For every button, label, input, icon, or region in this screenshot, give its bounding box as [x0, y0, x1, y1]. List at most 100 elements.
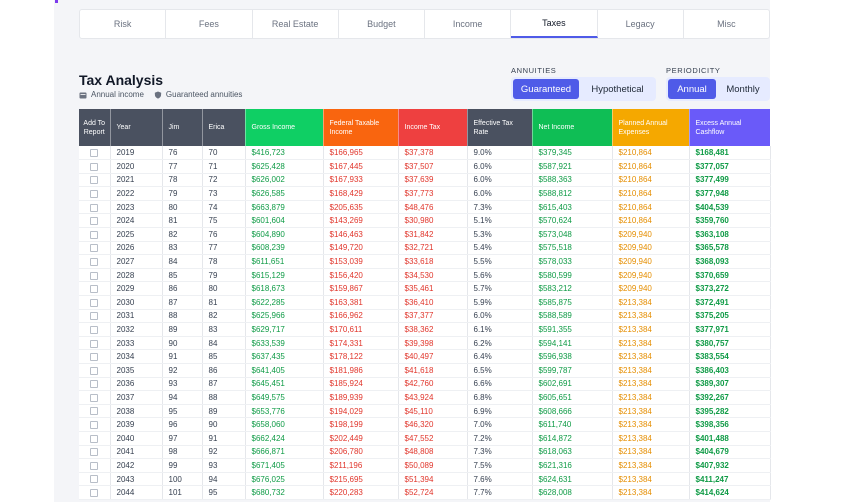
gross-income-cell: $604,890 [245, 227, 324, 242]
net-income-cell: $588,363 [532, 173, 613, 188]
year-cell: 2040 [110, 431, 163, 446]
page-title: Tax Analysis [79, 72, 164, 88]
planned-expenses-cell: $209,940 [612, 227, 690, 242]
income-tax-cell: $30,980 [398, 213, 468, 229]
effective-rate-cell: 5.4% [467, 241, 533, 256]
add-to-report-checkbox[interactable] [90, 366, 99, 375]
add-to-report-checkbox[interactable] [90, 489, 99, 498]
effective-rate-cell: 6.1% [467, 322, 533, 337]
income-tax-cell: $37,507 [398, 159, 468, 174]
jim-age-cell: 80 [162, 200, 203, 215]
add-to-report-cell [79, 458, 111, 473]
add-to-report-checkbox[interactable] [90, 339, 99, 348]
year-cell: 2035 [110, 363, 163, 378]
gross-income-cell: $662,424 [245, 431, 324, 446]
add-to-report-checkbox[interactable] [90, 298, 99, 307]
income-tax-cell: $34,530 [398, 268, 468, 283]
excess-cashflow-cell: $363,108 [689, 227, 771, 242]
annuities-hypothetical-option[interactable]: Hypothetical [591, 83, 644, 95]
add-to-report-cell [79, 363, 111, 378]
planned-expenses-cell: $213,384 [612, 295, 690, 310]
add-to-report-cell [79, 241, 111, 256]
planned-expenses-cell: $213,384 [612, 485, 690, 500]
income-tax-cell: $38,362 [398, 322, 468, 337]
table-row: 2042 99 93 $671,405 $211,196 $50,089 7.5% $621,… [79, 458, 771, 473]
add-to-report-checkbox[interactable] [90, 162, 99, 171]
income-tax-cell: $43,924 [398, 390, 468, 405]
income-tax-cell: $35,461 [398, 281, 468, 297]
add-to-report-checkbox[interactable] [90, 148, 99, 157]
add-to-report-checkbox[interactable] [90, 461, 99, 470]
col-header-planned-annual-expenses: Planned Annual Expenses [612, 109, 690, 146]
add-to-report-cell [79, 254, 111, 269]
add-to-report-checkbox[interactable] [90, 203, 99, 212]
federal-taxable-cell: $146,463 [323, 227, 399, 242]
add-to-report-checkbox[interactable] [90, 380, 99, 389]
add-to-report-checkbox[interactable] [90, 434, 99, 443]
add-to-report-checkbox[interactable] [90, 244, 99, 253]
federal-taxable-cell: $174,331 [323, 336, 399, 351]
add-to-report-checkbox[interactable] [90, 475, 99, 484]
add-to-report-checkbox[interactable] [90, 271, 99, 280]
add-to-report-checkbox[interactable] [90, 217, 99, 226]
tab-budget[interactable]: Budget [339, 10, 425, 38]
jim-age-cell: 78 [162, 173, 203, 188]
income-tax-cell: $45,110 [398, 404, 468, 419]
add-to-report-checkbox[interactable] [90, 407, 99, 416]
add-to-report-checkbox[interactable] [90, 353, 99, 362]
effective-rate-cell: 5.3% [467, 227, 533, 242]
income-tax-cell: $39,398 [398, 336, 468, 351]
effective-rate-cell: 7.3% [467, 200, 533, 215]
add-to-report-checkbox[interactable] [90, 257, 99, 266]
gross-income-cell: $618,673 [245, 281, 324, 297]
federal-taxable-cell: $166,962 [323, 309, 399, 324]
net-income-cell: $599,787 [532, 363, 613, 378]
jim-age-cell: 88 [162, 309, 203, 324]
annuities-guaranteed-option[interactable]: Guaranteed [513, 79, 579, 99]
annual-income-label: Annual income [91, 90, 144, 99]
add-to-report-checkbox[interactable] [90, 421, 99, 430]
year-cell: 2026 [110, 241, 163, 256]
table-row: 2043 100 94 $676,025 $215,695 $51,394 7.6% $624… [79, 472, 771, 487]
tab-real-estate[interactable]: Real Estate [253, 10, 339, 38]
tab-fees[interactable]: Fees [166, 10, 253, 38]
net-income-cell: $611,740 [532, 417, 613, 432]
add-to-report-checkbox[interactable] [90, 448, 99, 457]
effective-rate-cell: 9.0% [467, 146, 533, 161]
effective-rate-cell: 6.0% [467, 159, 533, 174]
tab-misc[interactable]: Misc [717, 19, 736, 29]
periodicity-annual-option[interactable]: Annual [668, 79, 716, 99]
year-cell: 2021 [110, 173, 163, 188]
jim-age-cell: 91 [162, 349, 203, 364]
shield-icon [154, 91, 162, 99]
erica-age-cell: 76 [202, 227, 246, 242]
periodicity-monthly-option[interactable]: Monthly [726, 83, 760, 95]
planned-expenses-cell: $210,864 [612, 200, 690, 215]
federal-taxable-cell: $205,635 [323, 200, 399, 215]
periodicity-label: PERIODICITY [666, 66, 721, 75]
table-row: 2030 87 81 $622,285 $163,381 $36,410 5.9% $585,… [79, 295, 771, 310]
add-to-report-checkbox[interactable] [90, 393, 99, 402]
tab-income[interactable]: Income [425, 10, 512, 38]
table-row: 2038 95 89 $653,776 $194,029 $45,110 6.9% $608,… [79, 404, 771, 419]
jim-age-cell: 83 [162, 241, 203, 256]
net-income-cell: $575,518 [532, 241, 613, 256]
net-income-cell: $580,599 [532, 268, 613, 283]
add-to-report-checkbox[interactable] [90, 189, 99, 198]
add-to-report-checkbox[interactable] [90, 176, 99, 185]
planned-expenses-cell: $210,864 [612, 213, 690, 229]
add-to-report-checkbox[interactable] [90, 312, 99, 321]
tab-taxes[interactable]: Taxes [511, 10, 598, 38]
add-to-report-checkbox[interactable] [90, 230, 99, 239]
net-income-cell: $621,316 [532, 458, 613, 473]
add-to-report-checkbox[interactable] [90, 285, 99, 294]
col-header-gross-income: Gross Income [245, 109, 324, 146]
tab-risk[interactable]: Risk [80, 10, 167, 38]
col-header-net-income: Net Income [532, 109, 613, 146]
add-to-report-checkbox[interactable] [90, 325, 99, 334]
federal-taxable-cell: $202,449 [323, 431, 399, 446]
tab-legacy[interactable]: Legacy [598, 10, 684, 38]
add-to-report-cell [79, 336, 111, 351]
net-income-cell: $618,063 [532, 445, 613, 460]
erica-age-cell: 75 [202, 213, 246, 229]
